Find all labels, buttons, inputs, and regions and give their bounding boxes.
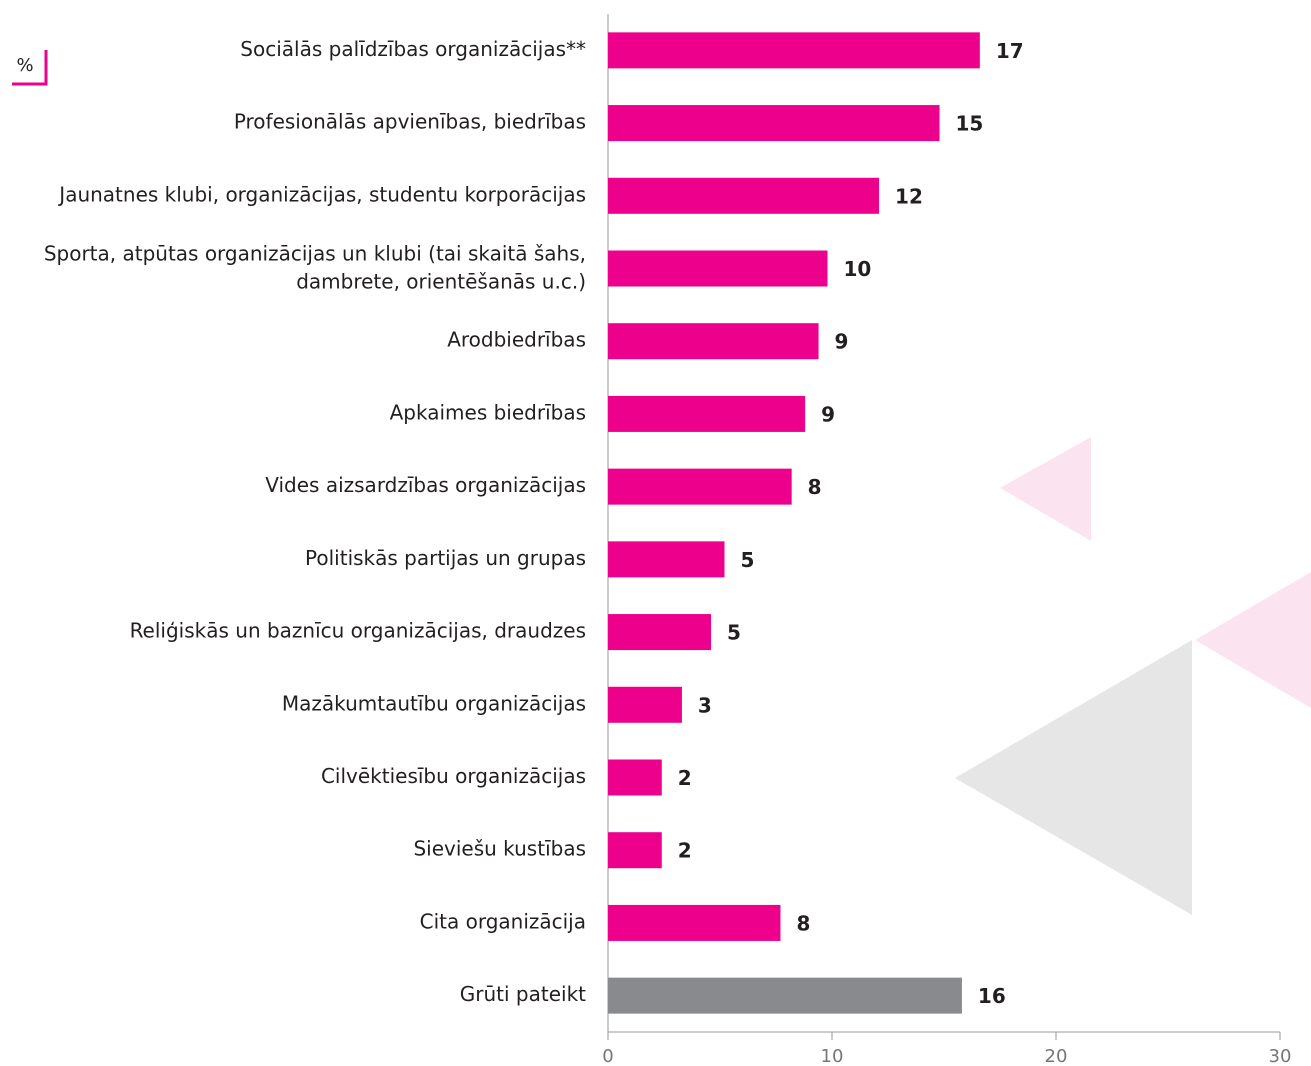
value-label: 9	[835, 330, 849, 354]
value-label: 9	[821, 402, 835, 426]
bar	[608, 759, 662, 796]
bar	[608, 32, 980, 69]
x-tick-label: 30	[1269, 1046, 1292, 1066]
value-label: 8	[796, 911, 810, 935]
decor-triangle	[955, 640, 1192, 915]
bar	[608, 832, 662, 869]
category-label: Apkaimes biedrības	[390, 400, 586, 424]
bar	[608, 904, 781, 941]
bar	[608, 977, 962, 1014]
category-label: Reliģiskās un baznīcu organizācijas, dra…	[130, 619, 586, 643]
category-label: Mazākumtautību organizācijas	[282, 691, 586, 715]
category-label: Arodbiedrības	[447, 328, 586, 352]
bar	[608, 541, 725, 578]
category-label: Sieviešu kustības	[413, 837, 586, 861]
category-label: Cilvēktiesību organizācijas	[321, 764, 586, 788]
bar	[608, 177, 880, 214]
x-tick-label: 10	[821, 1046, 844, 1066]
category-label: Cita organizācija	[420, 909, 586, 933]
bar	[608, 686, 682, 723]
value-label: 8	[808, 475, 822, 499]
decor-triangle	[1000, 437, 1091, 541]
x-tick-label: 0	[602, 1046, 613, 1066]
category-label: Sociālās palīdzības organizācijas**	[240, 37, 586, 61]
unit-corner	[12, 50, 48, 86]
category-label: Grūti pateikt	[460, 982, 586, 1006]
category-label: Jaunatnes klubi, organizācijas, studentu…	[57, 182, 586, 206]
value-label: 5	[727, 621, 741, 645]
decor-triangle	[1195, 572, 1311, 708]
value-label: 12	[895, 184, 923, 208]
category-label: Vides aizsardzības organizācijas	[265, 473, 586, 497]
value-label: 10	[844, 257, 872, 281]
value-label: 2	[678, 839, 692, 863]
value-label: 3	[698, 693, 712, 717]
unit-label: %	[16, 55, 33, 76]
bar	[608, 614, 712, 651]
category-label: Profesionālās apvienības, biedrības	[234, 110, 586, 134]
category-label: Sporta, atpūtas organizācijas un klubi (…	[44, 241, 586, 293]
bar	[608, 250, 828, 287]
x-tick-label: 20	[1045, 1046, 1068, 1066]
bar	[608, 468, 792, 505]
value-label: 2	[678, 766, 692, 790]
bar	[608, 323, 819, 360]
value-label: 16	[978, 984, 1006, 1008]
category-label: Politiskās partijas un grupas	[305, 546, 586, 570]
value-label: 5	[740, 548, 754, 572]
value-label: 17	[996, 39, 1024, 63]
bar	[608, 395, 806, 432]
value-label: 15	[956, 112, 984, 136]
bar	[608, 105, 940, 142]
